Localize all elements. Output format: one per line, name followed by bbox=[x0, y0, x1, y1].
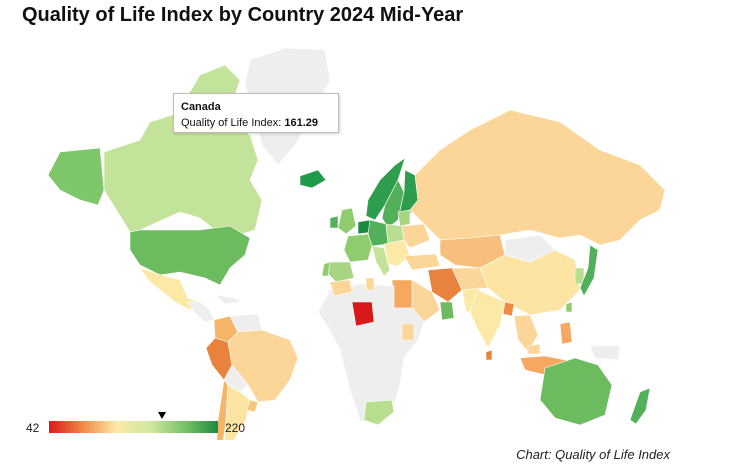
region-caribbean[interactable] bbox=[214, 294, 241, 305]
region-italy[interactable] bbox=[371, 245, 391, 277]
tooltip-label: Quality of Life Index: bbox=[181, 117, 282, 129]
region-brazil[interactable] bbox=[227, 329, 299, 403]
region-bangladesh[interactable] bbox=[502, 301, 515, 317]
region-australia[interactable] bbox=[539, 357, 613, 426]
legend-gradient-bar bbox=[49, 421, 218, 433]
region-philippines[interactable] bbox=[559, 321, 573, 345]
tooltip-country-name: Canada bbox=[181, 101, 221, 113]
region-spain[interactable] bbox=[327, 261, 355, 283]
region-china[interactable] bbox=[479, 249, 581, 316]
tooltip-row: Quality of Life Index: 161.29 bbox=[181, 115, 331, 131]
region-ukraine[interactable] bbox=[401, 223, 431, 249]
region-papua[interactable] bbox=[589, 345, 621, 361]
chart-title: Quality of Life Index by Country 2024 Mi… bbox=[22, 4, 464, 26]
world-map[interactable] bbox=[0, 40, 732, 440]
region-portugal[interactable] bbox=[321, 261, 331, 277]
region-uruguay[interactable] bbox=[246, 399, 259, 413]
legend-min-label: 42 bbox=[26, 421, 40, 435]
color-scale-legend: 42 220 bbox=[22, 412, 262, 442]
region-japan[interactable] bbox=[579, 244, 599, 297]
region-alaska[interactable] bbox=[47, 147, 105, 206]
region-kenya[interactable] bbox=[401, 323, 415, 341]
region-germany[interactable] bbox=[367, 219, 389, 247]
region-sri-lanka[interactable] bbox=[485, 349, 493, 361]
region-egypt[interactable] bbox=[391, 279, 413, 309]
region-new-zealand[interactable] bbox=[629, 387, 651, 425]
region-south-africa[interactable] bbox=[363, 399, 395, 426]
region-iran[interactable] bbox=[427, 267, 463, 303]
region-iceland[interactable] bbox=[299, 169, 327, 189]
region-uae-oman[interactable] bbox=[439, 301, 455, 321]
region-morocco[interactable] bbox=[329, 279, 353, 297]
region-baltics[interactable] bbox=[397, 209, 411, 227]
region-balkans[interactable] bbox=[383, 239, 411, 267]
region-nigeria[interactable] bbox=[351, 301, 375, 327]
region-india[interactable] bbox=[469, 289, 506, 349]
region-central-america[interactable] bbox=[187, 301, 215, 323]
region-france[interactable] bbox=[343, 233, 373, 263]
region-central-asia[interactable] bbox=[451, 267, 489, 291]
region-southeast-asia[interactable] bbox=[513, 314, 539, 353]
tooltip-value: 161.29 bbox=[284, 117, 318, 129]
legend-marker-icon bbox=[158, 412, 167, 419]
region-malaysia[interactable] bbox=[527, 343, 541, 355]
region-taiwan[interactable] bbox=[565, 301, 573, 313]
region-africa[interactable] bbox=[317, 283, 425, 426]
region-russia[interactable] bbox=[409, 109, 666, 246]
region-ireland[interactable] bbox=[329, 215, 339, 229]
chart-credit: Chart: Quality of Life Index bbox=[516, 447, 670, 462]
region-uk[interactable] bbox=[337, 207, 357, 235]
region-usa[interactable] bbox=[129, 225, 251, 286]
legend-max-label: 220 bbox=[225, 421, 246, 435]
region-tunisia[interactable] bbox=[365, 277, 375, 291]
region-turkey[interactable] bbox=[403, 253, 441, 271]
country-tooltip: Canada Quality of Life Index: 161.29 bbox=[173, 93, 339, 133]
region-argentina[interactable] bbox=[224, 384, 251, 440]
